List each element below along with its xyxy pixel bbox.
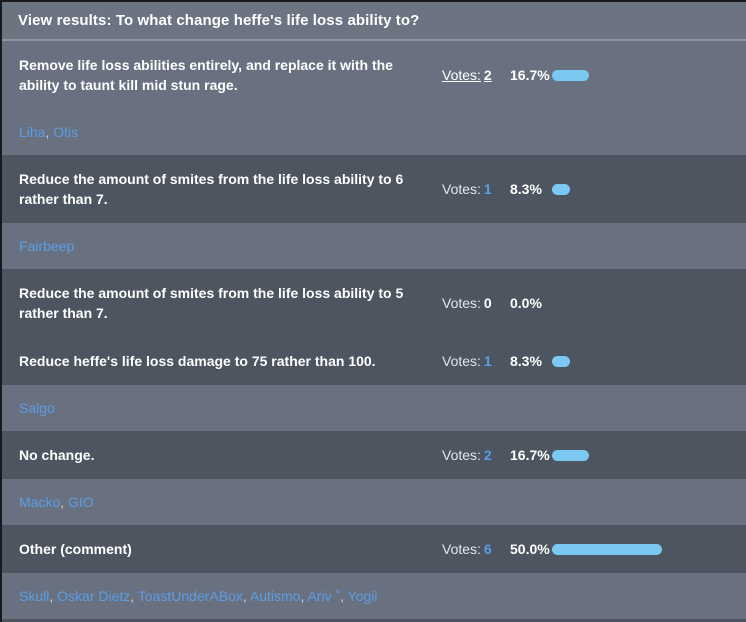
voter-separator: ,: [45, 124, 54, 140]
vote-percentage: 50.0%: [510, 541, 550, 557]
vote-bar: [552, 449, 589, 461]
voters-row: Skull, Oskar Dietz, ToastUnderABox, Auti…: [2, 573, 746, 619]
voter-separator: ,: [49, 588, 58, 604]
votes-count: 0: [483, 295, 492, 311]
voter-link[interactable]: Ariv ˚: [307, 588, 341, 604]
voter-link[interactable]: Yogii: [347, 588, 378, 604]
voter-separator: ,: [340, 588, 348, 604]
poll-option-row: Reduce the amount of smites from the lif…: [2, 269, 746, 337]
votes-count: 6: [483, 541, 492, 557]
vote-bar: [552, 355, 570, 367]
votes-count: 1: [483, 353, 492, 369]
voters-row: Fairbeep: [2, 223, 746, 269]
vote-bar-track: [552, 449, 746, 461]
votes-label: Votes:: [442, 295, 481, 311]
voter-link[interactable]: Salgo: [19, 400, 55, 416]
voter-link[interactable]: Liha: [19, 124, 46, 140]
vote-percentage: 16.7%: [510, 67, 550, 83]
votes-link[interactable]: Votes: 2: [442, 447, 510, 463]
votes-count: 1: [483, 181, 492, 197]
voter-link[interactable]: Skull: [19, 588, 50, 604]
voter-separator: ,: [242, 588, 250, 604]
vote-percentage: 16.7%: [510, 447, 550, 463]
votes-label: Votes:: [442, 181, 481, 197]
poll-option-row: Reduce the amount of smites from the lif…: [2, 155, 746, 223]
poll-option-text: Other (comment): [19, 541, 132, 557]
voter-link[interactable]: Autismo: [249, 588, 301, 604]
vote-bar-track: [552, 543, 746, 555]
poll-option-text: Reduce the amount of smites from the lif…: [19, 285, 404, 321]
poll-option-text: No change.: [19, 447, 95, 463]
voter-link[interactable]: Fairbeep: [19, 238, 75, 254]
votes-link[interactable]: Votes: 0: [442, 295, 510, 311]
vote-percentage: 8.3%: [510, 353, 542, 369]
vote-bar-track: [552, 183, 746, 195]
poll-option-row: Other (comment) Votes: 6 50.0%: [2, 525, 746, 573]
voter-link[interactable]: ToastUnderABox: [137, 588, 243, 604]
poll-option-text: Reduce heffe's life loss damage to 75 ra…: [19, 353, 376, 369]
voter-separator: ,: [60, 494, 69, 510]
voter-link[interactable]: Otis: [53, 124, 79, 140]
voter-link[interactable]: Oskar Dietz: [57, 588, 131, 604]
vote-bar: [552, 543, 662, 555]
vote-bar-track: [552, 355, 746, 367]
vote-bar: [552, 69, 589, 81]
poll-option-row: Remove life loss abilities entirely, and…: [2, 41, 746, 109]
poll-title: View results: To what change heffe's lif…: [2, 2, 746, 41]
voters-row: Salgo: [2, 385, 746, 431]
voter-link[interactable]: Macko: [19, 494, 61, 510]
voter-separator: ,: [130, 588, 138, 604]
poll-option-text: Reduce the amount of smites from the lif…: [19, 171, 404, 207]
votes-count: 2: [483, 67, 492, 83]
votes-label: Votes:: [442, 447, 481, 463]
voters-row: Liha, Otis: [2, 109, 746, 155]
votes-label: Votes:: [442, 541, 481, 557]
voter-separator: ,: [300, 588, 308, 604]
votes-link[interactable]: Votes: 1: [442, 353, 510, 369]
vote-bar: [552, 183, 570, 195]
vote-percentage: 0.0%: [510, 295, 542, 311]
poll-option-row: No change. Votes: 2 16.7%: [2, 431, 746, 479]
poll-option-text: Remove life loss abilities entirely, and…: [19, 57, 393, 93]
votes-label: Votes:: [442, 353, 481, 369]
votes-count: 2: [483, 447, 492, 463]
poll-body: Remove life loss abilities entirely, and…: [2, 41, 746, 619]
votes-link[interactable]: Votes: 2: [442, 67, 510, 83]
votes-link[interactable]: Votes: 6: [442, 541, 510, 557]
poll-option-row: Reduce heffe's life loss damage to 75 ra…: [2, 337, 746, 385]
voter-link[interactable]: GIO: [68, 494, 94, 510]
vote-bar-track: [552, 69, 746, 81]
vote-percentage: 8.3%: [510, 181, 542, 197]
voters-row: Macko, GIO: [2, 479, 746, 525]
votes-link[interactable]: Votes: 1: [442, 181, 510, 197]
votes-label: Votes:: [442, 67, 481, 83]
